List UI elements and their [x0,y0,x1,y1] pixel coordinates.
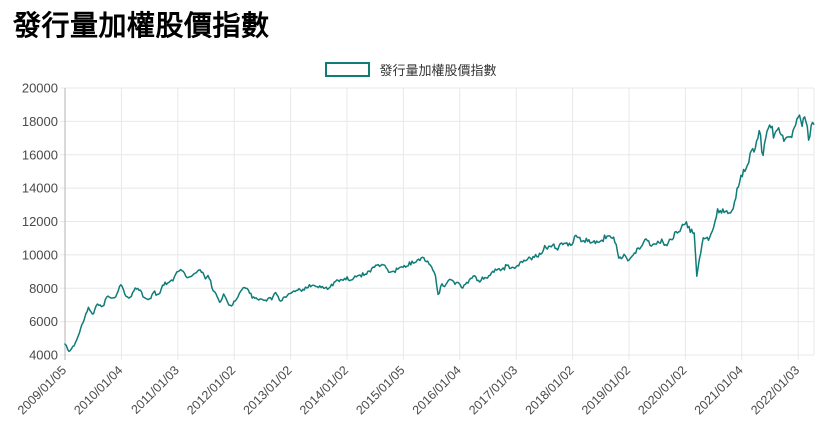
chart-legend: 發行量加權股價指數 [0,60,822,79]
y-tick-label: 8000 [29,281,58,296]
x-tick-label: 2018/01/02 [523,363,577,417]
y-tick-label: 18000 [22,114,58,129]
x-tick-label: 2015/01/05 [353,363,407,417]
x-tick-label: 2011/01/03 [128,363,182,417]
y-tick-label: 6000 [29,314,58,329]
x-tick-label: 2010/01/04 [71,363,125,417]
x-tick-label: 2012/01/02 [184,363,238,417]
y-tick-label: 10000 [22,247,58,262]
x-tick-label: 2014/01/02 [297,363,351,417]
x-tick-label: 2009/01/05 [15,363,69,417]
y-tick-label: 16000 [22,147,58,162]
x-tick-label: 2021/01/04 [692,363,746,417]
y-tick-label: 12000 [22,214,58,229]
x-tick-label: 2019/01/02 [579,363,633,417]
legend-item[interactable]: 發行量加權股價指數 [325,60,497,79]
y-tick-label: 20000 [22,81,58,96]
x-tick-label: 2016/01/04 [410,363,464,417]
x-tick-label: 2013/01/02 [241,363,295,417]
legend-swatch-icon [325,62,371,77]
y-tick-label: 4000 [29,348,58,363]
x-tick-label: 2017/01/03 [466,363,520,417]
page-title: 發行量加權股價指數 [13,10,270,41]
legend-label: 發行量加權股價指數 [379,63,497,78]
x-tick-label: 2022/01/03 [748,363,802,417]
series-line[interactable] [64,114,815,353]
x-tick-label: 2020/01/02 [635,363,689,417]
y-tick-label: 14000 [22,181,58,196]
